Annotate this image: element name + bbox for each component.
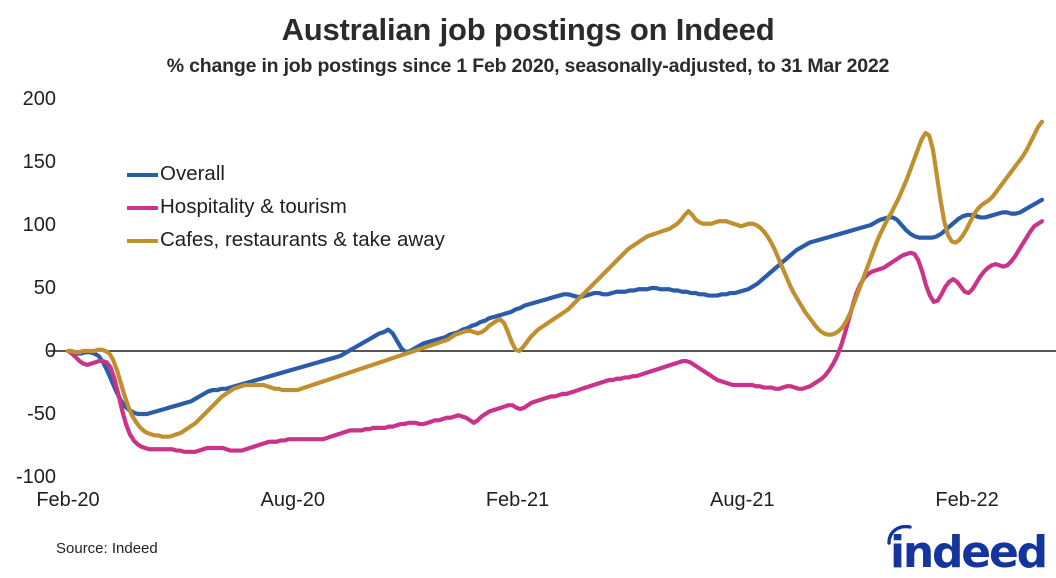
legend-item[interactable]: Hospitality & tourism	[127, 191, 445, 224]
legend-label: Hospitality & tourism	[160, 195, 347, 219]
legend-item[interactable]: Overall	[127, 158, 445, 191]
series-line-overall	[65, 197, 1045, 417]
source-note: Source: Indeed	[56, 540, 158, 557]
page-title: Australian job postings on Indeed	[281, 12, 775, 47]
series-line-hospitality-tourism	[65, 219, 1045, 454]
legend-color-swatch	[127, 205, 158, 210]
legend-color-swatch	[127, 238, 158, 243]
indeed-logo-icon: indeed	[887, 524, 1048, 578]
legend-label: Cafes, restaurants & take away	[160, 228, 445, 252]
legend-label: Overall	[160, 162, 225, 186]
y-axis-tick-label: 50	[33, 277, 56, 299]
legend-item[interactable]: Cafes, restaurants & take away	[127, 224, 445, 257]
y-axis-tick-label: 200	[22, 88, 56, 110]
legend-color-swatch	[127, 172, 158, 177]
x-axis-tick-label: Feb-22	[935, 489, 999, 511]
y-axis-tick-label: 150	[22, 151, 56, 173]
indeed-wordmark-text: indeed	[890, 527, 1046, 573]
page-subtitle: % change in job postings since 1 Feb 202…	[166, 55, 890, 77]
x-axis-tick-label: Feb-20	[36, 489, 100, 511]
y-axis-tick-label: -100	[15, 466, 56, 488]
indeed-logo: indeed	[886, 524, 1052, 578]
y-axis-tick-label: -50	[27, 403, 56, 425]
y-axis-tick-label: 0	[44, 340, 56, 362]
x-axis-tick-label: Aug-20	[260, 489, 326, 511]
indeed-swoosh-icon	[887, 524, 912, 545]
x-axis-tick-label: Feb-21	[485, 489, 550, 511]
y-axis: 200 150 100 50 0 -50 -100	[0, 0, 56, 576]
x-axis-tick-label: Aug-21	[710, 489, 775, 511]
chart-legend: Overall Hospitality & tourism Cafes, resta…	[127, 158, 445, 257]
y-axis-tick-label: 100	[22, 214, 56, 236]
series-line-cafes-restaurants-take-away	[65, 119, 1045, 439]
